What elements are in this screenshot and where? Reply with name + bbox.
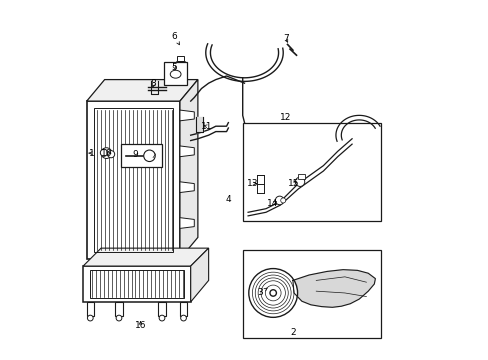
Text: 4: 4 (225, 195, 231, 204)
Circle shape (248, 269, 297, 318)
Polygon shape (86, 302, 94, 316)
Polygon shape (158, 302, 165, 316)
Polygon shape (180, 302, 187, 316)
Circle shape (261, 281, 285, 305)
Circle shape (101, 148, 112, 158)
Polygon shape (115, 302, 122, 316)
Text: 6: 6 (171, 32, 179, 45)
Circle shape (159, 315, 164, 321)
Text: 9: 9 (132, 150, 138, 159)
Text: 8: 8 (150, 79, 156, 88)
Polygon shape (180, 182, 194, 193)
Circle shape (295, 177, 304, 186)
Text: 2: 2 (290, 328, 296, 337)
Circle shape (252, 272, 293, 314)
Circle shape (265, 285, 281, 301)
Text: 15: 15 (287, 179, 299, 188)
Polygon shape (83, 248, 208, 266)
Polygon shape (180, 110, 194, 121)
Circle shape (116, 315, 122, 321)
Polygon shape (86, 101, 180, 259)
Bar (163, 62, 187, 85)
Circle shape (180, 315, 186, 321)
Text: 3: 3 (257, 288, 266, 297)
Polygon shape (86, 80, 198, 101)
Circle shape (255, 275, 290, 311)
Bar (298, 174, 304, 179)
Text: 1: 1 (89, 149, 95, 158)
Circle shape (100, 149, 107, 156)
Polygon shape (83, 266, 190, 302)
Text: 13: 13 (246, 179, 258, 188)
Text: 12: 12 (280, 113, 291, 122)
Polygon shape (180, 218, 194, 228)
Ellipse shape (170, 70, 181, 78)
Polygon shape (190, 248, 208, 302)
Text: 7: 7 (282, 34, 288, 43)
Polygon shape (292, 270, 375, 307)
Circle shape (269, 290, 276, 296)
Text: 5: 5 (171, 63, 177, 72)
Circle shape (258, 278, 287, 308)
Circle shape (280, 198, 285, 203)
Bar (121, 144, 162, 167)
Bar (177, 56, 183, 61)
Circle shape (275, 196, 284, 205)
Polygon shape (180, 146, 194, 157)
Text: 11: 11 (201, 122, 212, 131)
Text: 10: 10 (101, 149, 112, 158)
Polygon shape (180, 80, 198, 259)
Bar (242, 250, 380, 338)
Circle shape (87, 315, 93, 321)
Circle shape (143, 150, 155, 162)
Polygon shape (196, 117, 203, 132)
Circle shape (107, 150, 115, 158)
Bar (242, 123, 380, 221)
Text: 16: 16 (135, 321, 146, 330)
Text: 14: 14 (266, 199, 278, 208)
